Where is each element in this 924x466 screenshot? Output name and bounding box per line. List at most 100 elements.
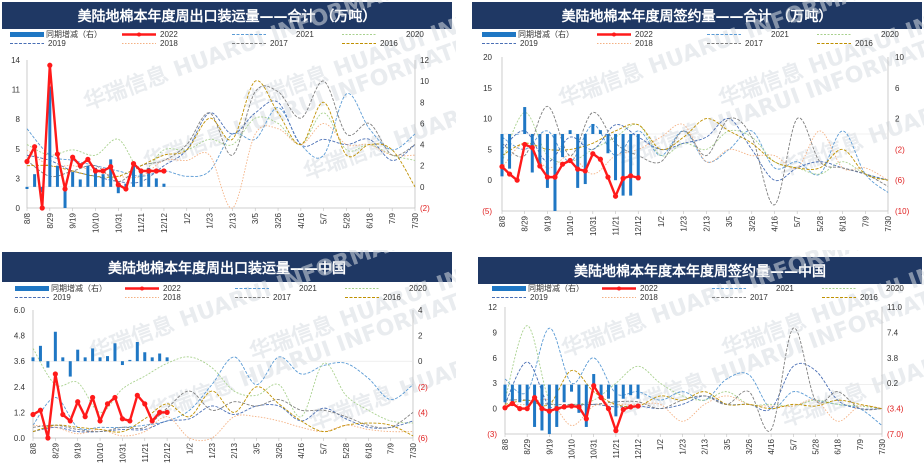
left-tick-label: (3) <box>487 430 497 439</box>
bar-yoy-change <box>78 179 82 187</box>
right-tick-label: 2 <box>420 162 425 171</box>
legend-item-y2017: 2017 <box>707 39 763 48</box>
x-tick-label: 5/7 <box>793 215 802 227</box>
bar-yoy-change <box>165 357 169 362</box>
point-2022 <box>598 394 604 401</box>
left-tick-label: 20 <box>483 53 492 62</box>
legend-label-y2020: 2020 <box>409 284 427 293</box>
point-2022 <box>67 418 73 424</box>
bar-yoy-change <box>139 169 143 187</box>
legend-label-y2021: 2021 <box>776 284 794 293</box>
x-tick-label: 11/21 <box>612 215 621 235</box>
chart-title: 美陆地棉本年度本年度周签约量——中国 <box>574 263 826 280</box>
x-tick-label: 8/8 <box>498 215 507 227</box>
bar-yoy-change <box>577 384 581 413</box>
series-line-y2020 <box>26 112 416 172</box>
legend-swatch-bars <box>482 32 516 37</box>
x-tick-label: 10/31 <box>590 438 599 459</box>
point-2022 <box>62 186 68 192</box>
legend-label-y2018: 2018 <box>635 39 653 48</box>
point-2022 <box>92 168 99 174</box>
x-tick-label: 8/29 <box>521 215 530 231</box>
right-tick-label: (3.4) <box>887 405 904 414</box>
legend: 同期增减（右） 2022 2021 2020 2019 2018 2017 2016 <box>15 283 427 302</box>
x-tick-label: 7/30 <box>409 442 418 458</box>
point-2022 <box>52 371 58 377</box>
bar-yoy-change <box>562 384 566 403</box>
right-tick-label: (2) <box>895 145 905 154</box>
bar-yoy-change <box>120 361 124 366</box>
point-2022 <box>119 416 126 422</box>
bar-yoy-change <box>55 165 59 187</box>
x-tick-label: 6/18 <box>364 442 373 458</box>
left-tick-label: 5 <box>488 145 493 154</box>
point-2022 <box>567 157 573 164</box>
legend: 同期增减（右） 2022 2021 2020 2019 2018 2017 2016 <box>492 283 904 302</box>
series-line-y2018 <box>32 414 414 442</box>
legend-item-y2017: 2017 <box>235 293 291 302</box>
point-2022 <box>524 406 530 412</box>
right-tick-label: 10 <box>420 77 429 86</box>
point-2022 <box>164 409 170 415</box>
x-tick-label: 8/29 <box>46 212 55 228</box>
point-2022 <box>605 174 611 180</box>
bar-yoy-change <box>98 357 102 362</box>
right-tick-label: 4 <box>420 141 425 150</box>
bar-yoy-change <box>46 361 50 368</box>
bar-yoy-change <box>606 384 610 399</box>
series-line-y2016 <box>504 370 883 410</box>
point-2022 <box>97 418 103 424</box>
legend-item-bars: 同期增减（右） <box>15 283 107 293</box>
point-2022 <box>82 414 88 420</box>
bar-yoy-change <box>63 186 67 208</box>
point-2022 <box>620 175 626 181</box>
x-tick-label: 7/30 <box>884 215 893 231</box>
x-tick-label: 7/9 <box>861 215 870 227</box>
point-2022 <box>157 409 163 415</box>
x-tick-label: 2/13 <box>228 212 237 228</box>
bar-yoy-change <box>113 343 117 362</box>
bar-yoy-change <box>598 130 602 134</box>
chart-title-bar <box>478 257 922 284</box>
x-tick-label: 4/16 <box>767 438 776 454</box>
legend-item-y2016: 2016 <box>345 293 401 302</box>
right-tick-label: 11.0 <box>887 303 903 312</box>
legend-item-y2020: 2020 <box>822 284 904 293</box>
bar-yoy-change <box>591 123 595 134</box>
right-tick-label: 4 <box>418 306 423 315</box>
x-tick-label: 3/26 <box>745 438 754 454</box>
x-tick-label: 7/9 <box>388 212 397 224</box>
x-tick-label: 9/19 <box>545 438 554 454</box>
point-2022 <box>531 394 538 401</box>
x-tick-label: 6/18 <box>834 438 843 454</box>
legend-item-y2017: 2017 <box>232 39 288 48</box>
legend-label-bars: 同期增减（右） <box>528 283 584 293</box>
bar-yoy-change <box>553 134 557 211</box>
bar-yoy-change <box>576 134 580 188</box>
x-tick-label: 6/18 <box>839 215 848 231</box>
legend-label-y2021: 2021 <box>296 30 314 39</box>
bar-yoy-change <box>561 134 565 158</box>
legend-label-y2018: 2018 <box>160 39 178 48</box>
point-2022 <box>583 416 589 422</box>
bar-yoy-change <box>636 384 640 399</box>
bar-yoy-change <box>538 134 542 165</box>
left-tick-label: 3.6 <box>14 357 26 366</box>
x-tick-label: 3/5 <box>725 215 734 227</box>
x-tick-label: 1/2 <box>656 438 665 450</box>
point-2022 <box>100 168 106 174</box>
bar-yoy-change <box>68 361 72 377</box>
x-tick-label: 5/28 <box>342 442 351 458</box>
left-tick-label: 10 <box>483 115 492 124</box>
point-2022 <box>539 406 545 412</box>
point-2022 <box>514 177 520 183</box>
bar-yoy-change <box>614 134 618 181</box>
bar-yoy-change <box>599 384 603 399</box>
series-line-y2021 <box>32 356 414 430</box>
bar-yoy-change <box>503 384 507 403</box>
chart-panel-sales-china: 美陆地棉本年度本年度周签约量——中国 华瑞信息 HUARUI INFORMATIO… <box>462 250 924 466</box>
legend-item-y2016: 2016 <box>342 39 398 48</box>
point-2022 <box>620 406 626 413</box>
legend-label-y2019: 2019 <box>530 293 548 302</box>
right-tick-label: (10) <box>895 207 910 216</box>
